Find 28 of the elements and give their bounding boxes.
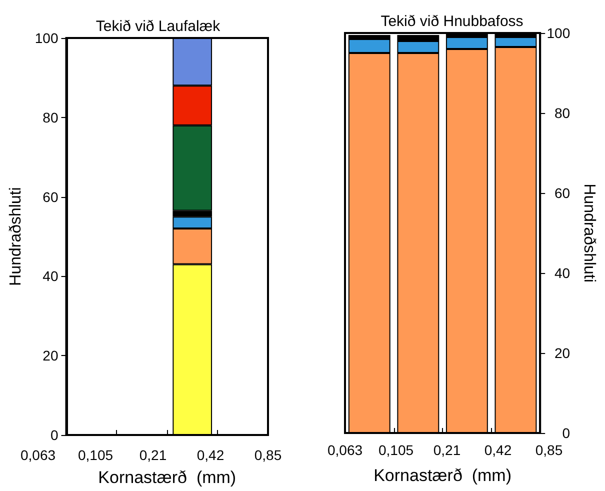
y-tick-label: 40 [554, 265, 570, 281]
y-tick-label: 0 [562, 425, 570, 441]
x-axis-title: Kornastærð (mm) [98, 468, 236, 487]
x-axis-title: Kornastærð (mm) [374, 466, 512, 485]
text: 0,105 [78, 447, 114, 463]
y-tick-label: 20 [42, 348, 58, 364]
text: 0,21 [139, 447, 167, 463]
text: 0,42 [484, 442, 512, 458]
y-tick-label: 0 [50, 427, 58, 443]
y-tick-label: 80 [554, 105, 570, 121]
y-tick-label: 100 [34, 30, 58, 46]
y-tick-label: 40 [42, 268, 58, 284]
y-tick-label: 80 [42, 109, 58, 126]
y-axis-title: Hundraðshluti [580, 184, 598, 282]
y-tick-label: 60 [554, 185, 570, 201]
y-axis-title: Hundraðshluti [8, 187, 24, 286]
chart-title: Tekið við Laufalæk [96, 18, 221, 35]
text: 0,063 [327, 442, 363, 458]
text: 0,063 [20, 447, 56, 463]
text: 0,85 [535, 442, 563, 458]
text: 0,42 [196, 447, 224, 463]
text: 0,21 [433, 442, 461, 458]
y-tick-label: 100 [546, 25, 570, 41]
y-tick-label: 60 [42, 188, 58, 205]
y-tick-label: 20 [554, 345, 570, 361]
text: 0,85 [254, 447, 282, 463]
chart-title: Tekið við Hnubbafoss [380, 13, 524, 30]
text: 0,105 [378, 442, 414, 458]
